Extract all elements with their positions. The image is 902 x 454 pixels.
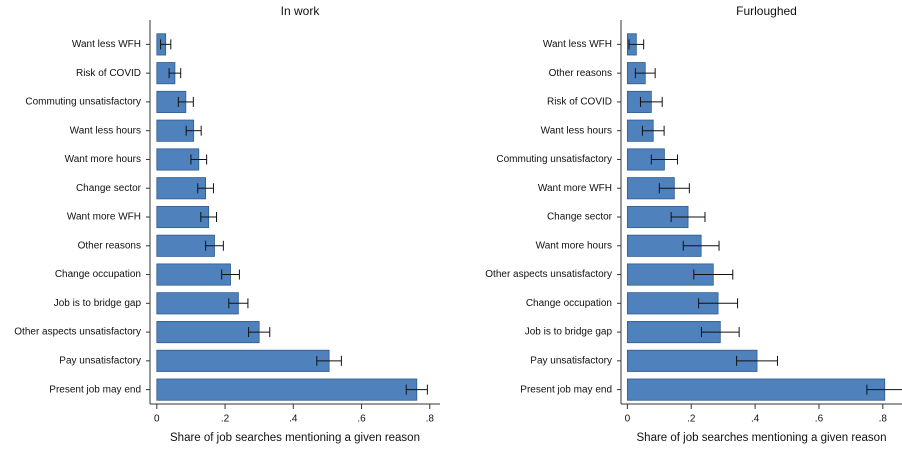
y-tick-label: Job is to bridge gap — [54, 298, 142, 309]
y-tick-label: Risk of COVID — [547, 97, 612, 108]
x-tick-label: .2 — [221, 414, 230, 425]
x-tick-label: 0 — [625, 414, 631, 425]
y-tick-label: Want less hours — [541, 125, 612, 136]
bar — [626, 378, 886, 401]
y-tick-label: Change sector — [547, 212, 613, 223]
x-tick-label: .4 — [289, 414, 298, 425]
y-tick-label: Want less hours — [70, 125, 141, 136]
bar — [156, 349, 330, 372]
y-tick-label: Change occupation — [55, 269, 141, 280]
y-tick-label: Other reasons — [78, 240, 141, 251]
x-tick-label: 0 — [154, 414, 160, 425]
y-tick-label: Want more WFH — [67, 212, 141, 223]
y-tick-label: Want more hours — [536, 240, 612, 251]
bar — [156, 292, 239, 315]
bar — [156, 378, 418, 401]
x-tick-label: .4 — [751, 414, 760, 425]
y-tick-label: Job is to bridge gap — [525, 327, 613, 338]
x-tick-label: .8 — [426, 414, 435, 425]
y-tick-label: Want more hours — [65, 154, 141, 165]
x-tick-label: .8 — [879, 414, 888, 425]
x-tick-label: .2 — [687, 414, 696, 425]
chart-title: Furloughed — [736, 4, 797, 18]
y-tick-label: Change occupation — [526, 298, 612, 309]
x-tick-label: .6 — [357, 414, 366, 425]
y-tick-label: Pay unsatisfactory — [59, 355, 141, 366]
y-tick-label: Want less WFH — [543, 39, 612, 50]
bar — [156, 321, 260, 344]
x-tick-label: .6 — [815, 414, 824, 425]
y-tick-label: Commuting unsatisfactory — [496, 154, 612, 165]
y-tick-label: Present job may end — [49, 384, 141, 395]
y-tick-label: Pay unsatisfactory — [530, 355, 612, 366]
x-axis-label: Share of job searches mentioning a given… — [170, 432, 420, 444]
y-tick-label: Present job may end — [520, 384, 612, 395]
chart-title: In work — [281, 4, 321, 18]
y-tick-label: Commuting unsatisfactory — [25, 97, 141, 108]
x-axis-label: Share of job searches mentioning a given… — [637, 432, 887, 444]
y-tick-label: Want more WFH — [538, 183, 612, 194]
y-tick-label: Other aspects unsatisfactory — [14, 327, 141, 338]
y-tick-label: Want less WFH — [72, 39, 141, 50]
y-tick-label: Other reasons — [549, 68, 612, 79]
y-tick-label: Change sector — [76, 183, 142, 194]
y-tick-label: Other aspects unsatisfactory — [485, 269, 612, 280]
bar — [156, 263, 231, 286]
y-tick-label: Risk of COVID — [76, 68, 141, 79]
